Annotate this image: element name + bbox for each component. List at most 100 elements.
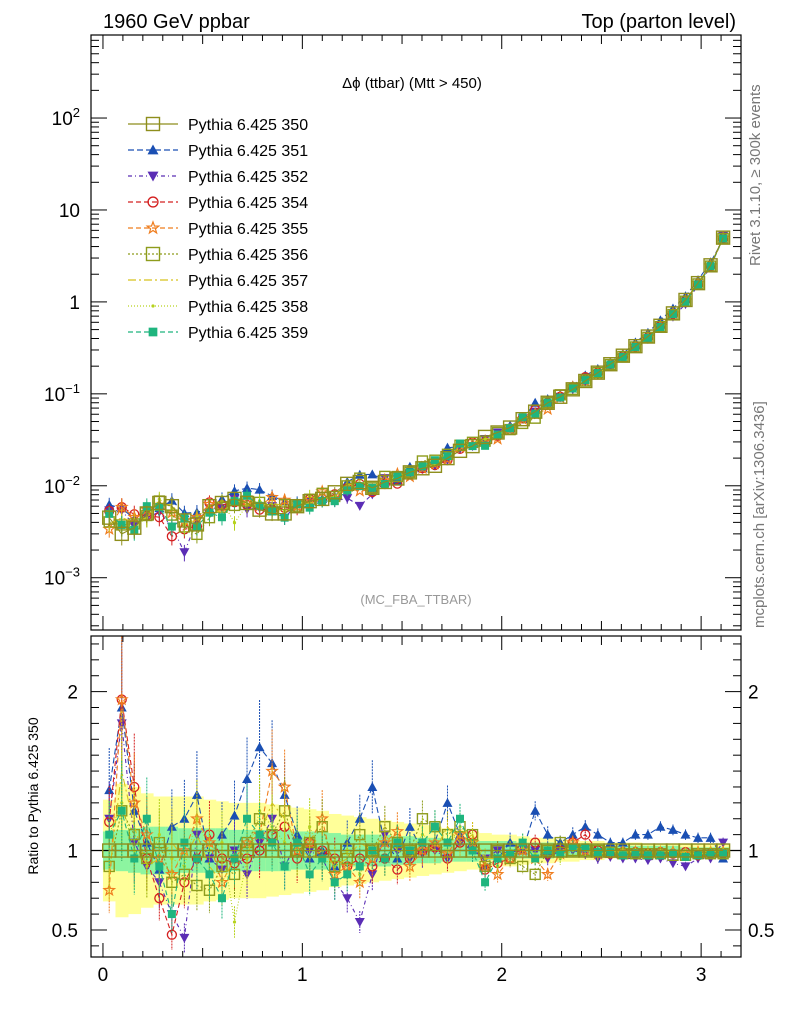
data-point: [643, 333, 652, 342]
data-point: [229, 810, 240, 820]
legend-label: Pythia 6.425 352: [188, 169, 308, 186]
data-point: [166, 821, 177, 831]
chart-title: Δϕ (ttbar) (Mtt > 450): [342, 75, 482, 92]
main-y-tick-label: 10: [59, 201, 80, 222]
ratio-panel: 2 2 1 1 0.5 0.5 Ratio to Pythia 6.425 350: [25, 635, 774, 958]
data-point: [147, 171, 159, 182]
data-point: [618, 851, 627, 860]
data-point: [189, 517, 205, 532]
main-y-tick-label: 10−3: [44, 565, 80, 590]
main-y-tick-labels: 102 10 1 10−1 10−2 10−3: [44, 105, 80, 590]
data-point: [420, 833, 425, 837]
data-point: [139, 506, 155, 521]
series-ratio-0: [102, 843, 731, 858]
x-tick-label: 0: [98, 965, 109, 986]
data-point: [556, 393, 565, 402]
main-y-tick-label: 102: [52, 105, 80, 130]
data-point: [618, 352, 627, 361]
main-y-tick-label: 10−2: [44, 473, 80, 498]
data-point: [568, 384, 577, 393]
data-point: [242, 774, 253, 784]
data-point: [380, 854, 389, 863]
data-point: [243, 814, 252, 823]
data-point: [604, 358, 617, 371]
x-tick-label: 1: [297, 965, 308, 986]
legend-item: Pythia 6.425 352: [128, 169, 308, 186]
data-point: [130, 854, 139, 863]
ratio-y-tick-label-right: 1: [748, 842, 759, 863]
main-axis-ticks: [91, 34, 742, 630]
legend-item: Pythia 6.425 358: [128, 299, 308, 316]
data-point: [291, 853, 303, 864]
data-point: [127, 520, 142, 535]
ratio-y-tick-label: 1: [67, 842, 78, 863]
data-point: [129, 781, 140, 793]
data-point: [640, 329, 656, 344]
data-point: [366, 482, 379, 494]
data-point: [643, 851, 652, 860]
main-series-group: [102, 230, 731, 562]
data-point: [581, 843, 590, 852]
main-frame: [90, 34, 742, 631]
legend-item: Pythia 6.425 355: [128, 220, 308, 238]
data-point: [706, 849, 715, 858]
data-point: [430, 456, 439, 465]
header-left: 1960 GeV ppbar: [103, 11, 250, 33]
data-point: [157, 833, 161, 837]
data-point: [102, 510, 117, 525]
data-point: [590, 365, 606, 380]
data-point: [592, 829, 603, 839]
data-point: [148, 327, 158, 337]
data-point: [478, 859, 492, 873]
data-point: [379, 474, 390, 484]
data-point: [668, 849, 677, 858]
data-point: [217, 513, 226, 522]
ratio-y-tick-label: 2: [67, 683, 78, 704]
legend-label: Pythia 6.425 359: [188, 325, 308, 342]
data-point: [606, 848, 615, 857]
data-point: [665, 306, 681, 321]
data-point: [254, 742, 265, 752]
data-point: [628, 338, 643, 354]
ratio-y-tick-label: 0.5: [52, 921, 78, 942]
data-point: [703, 258, 718, 273]
data-point: [327, 485, 342, 500]
data-point: [540, 867, 555, 881]
data-point: [456, 439, 465, 448]
data-point: [105, 830, 114, 839]
header-right: Top (parton level): [581, 11, 736, 33]
data-point: [567, 829, 578, 839]
ratio-y-tick-label-right: 0.5: [748, 921, 774, 942]
data-point: [493, 854, 502, 863]
data-point: [242, 483, 253, 493]
data-point: [481, 878, 490, 887]
series-ratio-8: [105, 760, 728, 934]
data-point: [430, 822, 439, 831]
data-point: [667, 859, 678, 869]
data-point: [180, 838, 189, 847]
data-point: [694, 851, 703, 860]
data-point: [167, 522, 176, 531]
data-point: [694, 280, 703, 289]
data-point: [578, 373, 593, 389]
data-point: [217, 894, 226, 903]
data-point: [330, 878, 339, 887]
data-point: [529, 868, 541, 881]
data-point: [719, 849, 728, 858]
data-point: [542, 829, 553, 839]
data-point: [167, 910, 176, 919]
legend-item: Pythia 6.425 359: [128, 325, 308, 342]
data-point: [191, 789, 202, 799]
data-point: [416, 813, 429, 825]
data-point: [393, 838, 402, 847]
data-point: [142, 814, 151, 823]
data-point: [145, 246, 161, 262]
data-point: [680, 829, 691, 839]
data-point: [367, 781, 378, 791]
data-point: [355, 862, 364, 871]
data-point: [145, 864, 149, 869]
data-point: [656, 322, 665, 331]
data-point: [456, 814, 465, 823]
data-point: [354, 918, 365, 928]
